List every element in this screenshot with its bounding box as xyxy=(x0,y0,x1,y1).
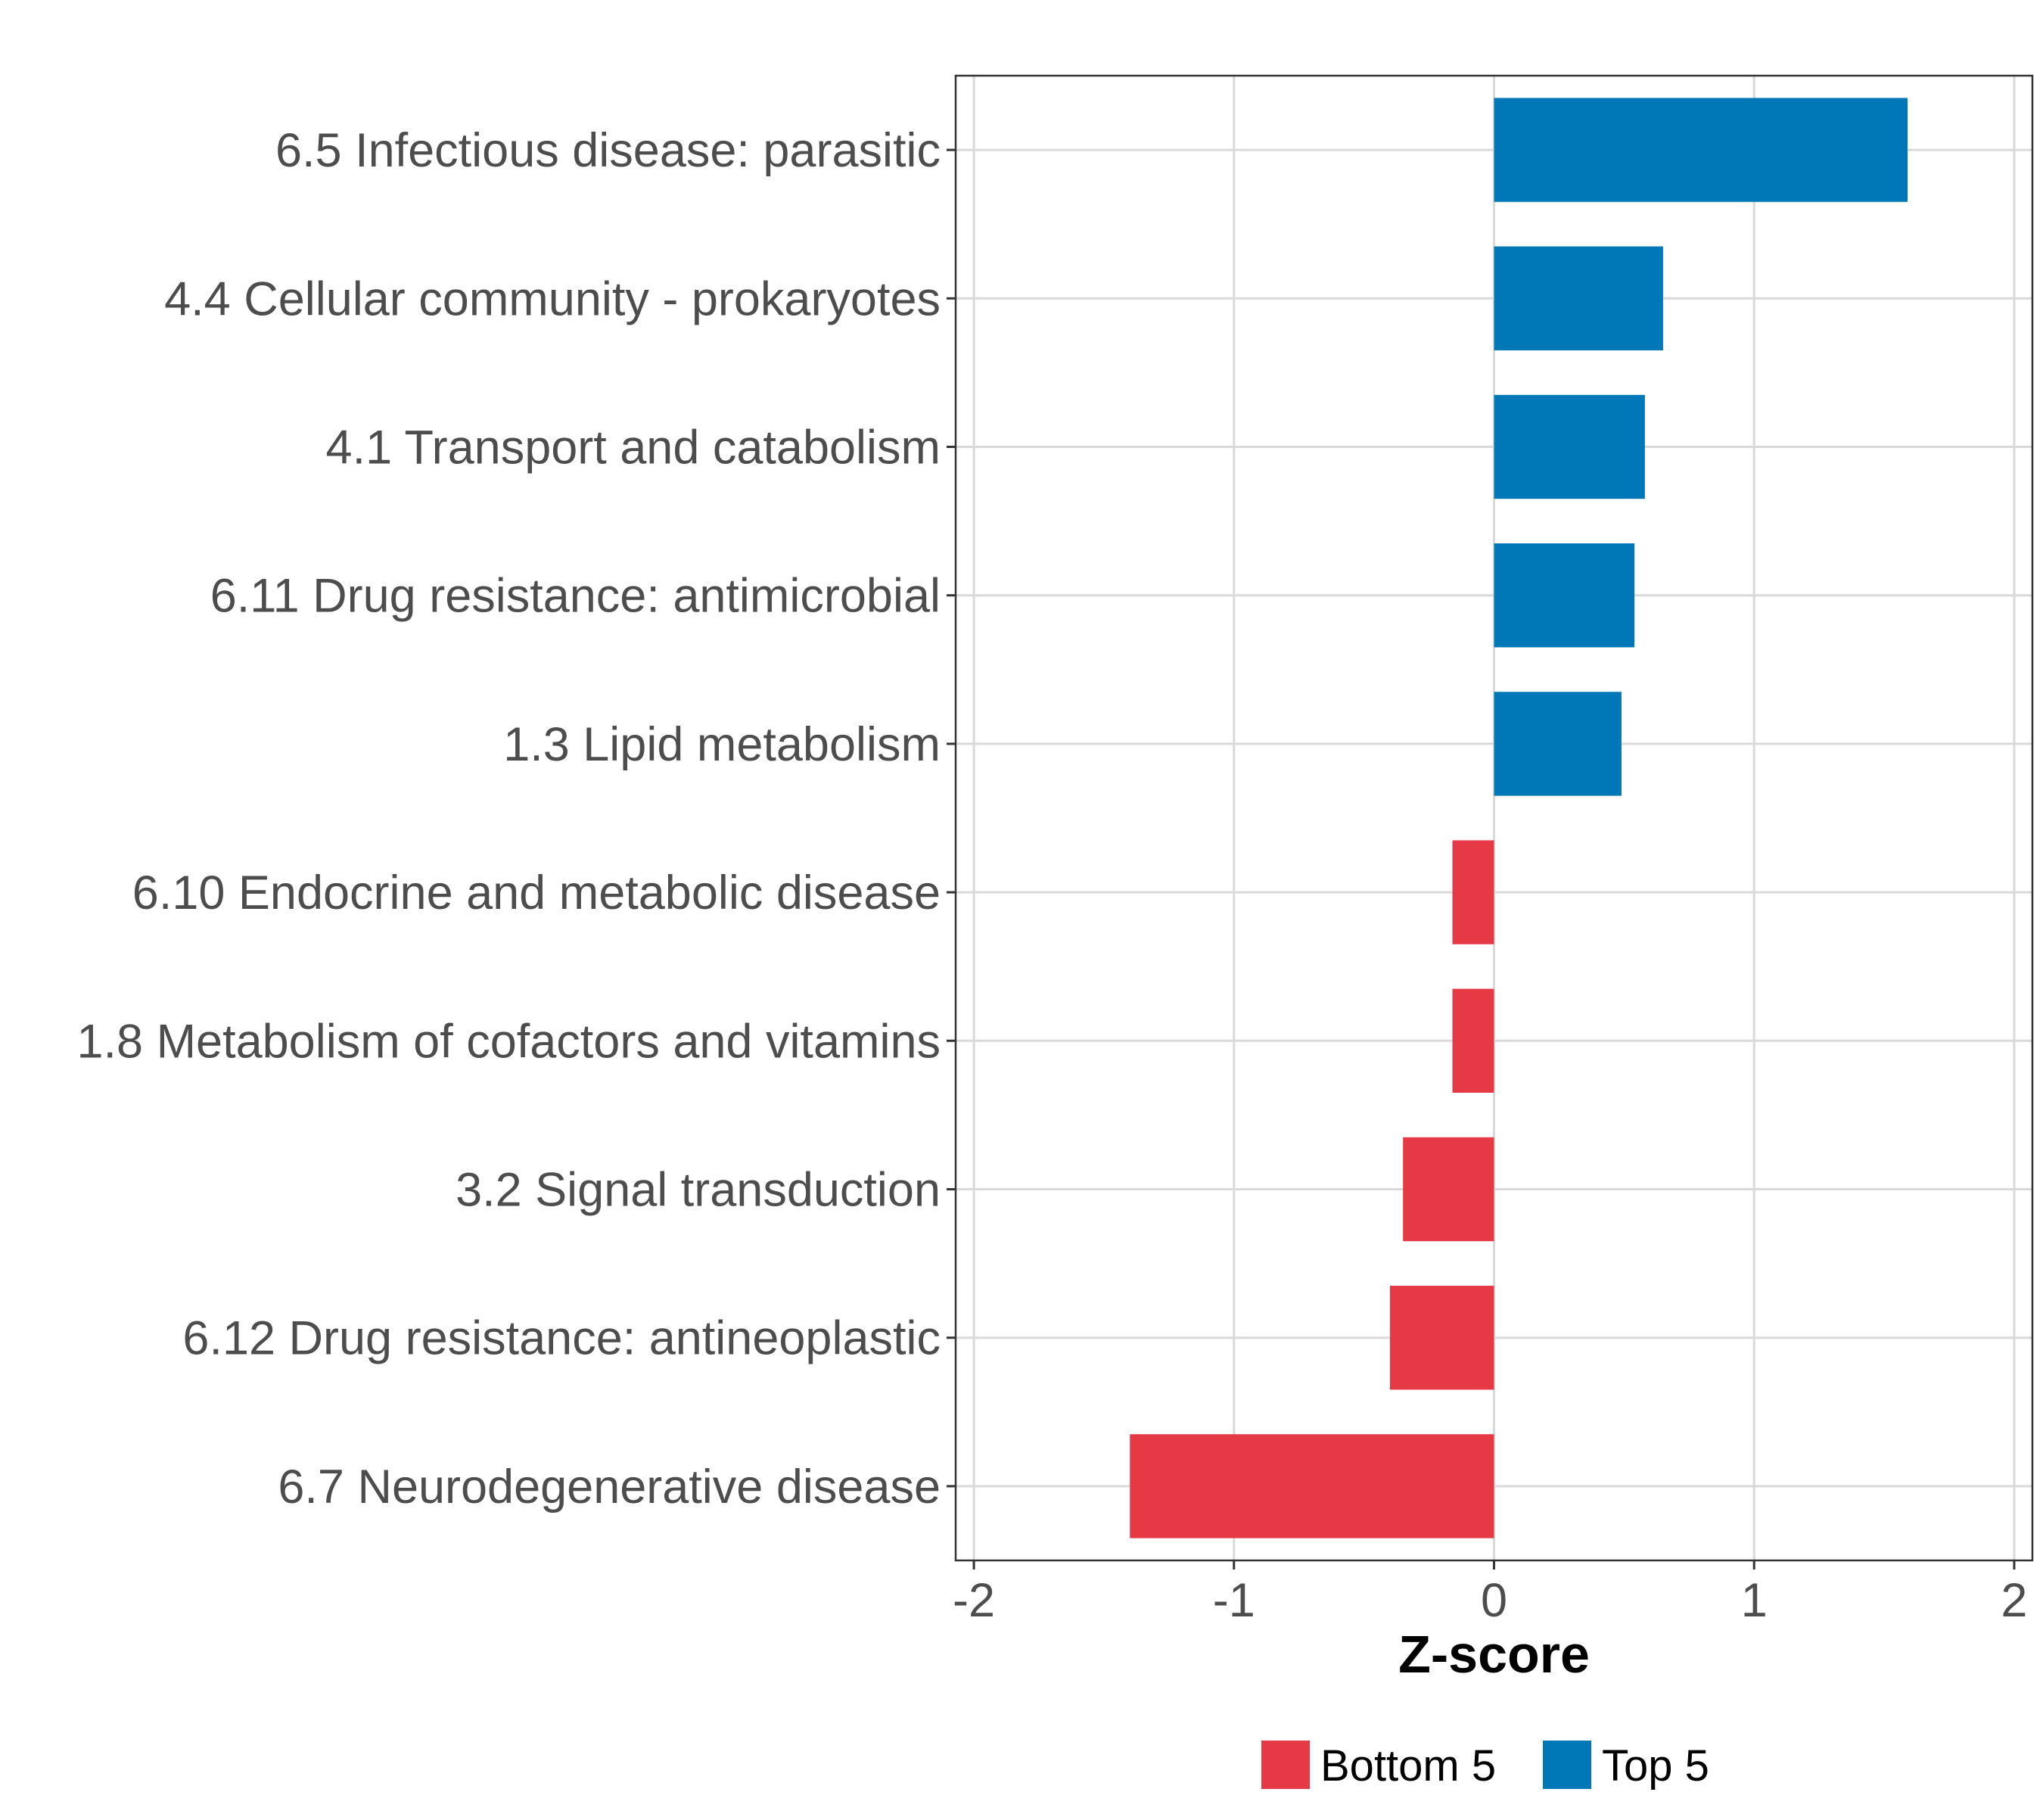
x-tick-label: -2 xyxy=(953,1574,995,1627)
bar xyxy=(1494,692,1622,796)
x-tick-label: 1 xyxy=(1741,1574,1768,1627)
category-label: 4.4 Cellular community - prokaryotes xyxy=(164,272,941,325)
x-tick-label: 2 xyxy=(2001,1574,2027,1627)
category-label: 6.5 Infectious disease: parasitic xyxy=(275,124,941,177)
bar xyxy=(1130,1434,1494,1538)
bar xyxy=(1494,543,1635,648)
category-label: 6.10 Endocrine and metabolic disease xyxy=(132,866,941,919)
x-tick-label: 0 xyxy=(1481,1574,1507,1627)
axis-layer: 6.5 Infectious disease: parasitic 4.4 Cel… xyxy=(76,124,2027,1627)
legend-label: Top 5 xyxy=(1602,1741,1709,1790)
category-label: 4.1 Transport and catabolism xyxy=(326,422,941,474)
bar xyxy=(1494,98,1908,202)
category-label: 6.11 Drug resistance: antimicrobial xyxy=(210,570,941,623)
category-label: 6.7 Neurodegenerative disease xyxy=(278,1461,941,1514)
bar xyxy=(1494,246,1663,350)
category-label: 1.3 Lipid metabolism xyxy=(503,718,941,771)
bar xyxy=(1452,988,1494,1093)
bar xyxy=(1403,1137,1494,1242)
legend-label: Bottom 5 xyxy=(1320,1741,1496,1790)
bar xyxy=(1452,840,1494,944)
legend: Bottom 5 Top 5 xyxy=(1261,1741,1709,1790)
x-tick-label: -1 xyxy=(1213,1574,1255,1627)
category-label: 3.2 Signal transduction xyxy=(456,1164,941,1217)
x-axis-title: Z-score xyxy=(1398,1625,1590,1684)
legend-swatch xyxy=(1261,1741,1310,1789)
category-label: 6.12 Drug resistance: antineoplastic xyxy=(182,1312,941,1365)
bar-layer xyxy=(1130,98,1908,1538)
category-label: 1.8 Metabolism of cofactors and vitamins xyxy=(76,1015,941,1068)
bar xyxy=(1390,1286,1494,1390)
bar xyxy=(1494,394,1645,499)
legend-swatch xyxy=(1543,1741,1591,1789)
